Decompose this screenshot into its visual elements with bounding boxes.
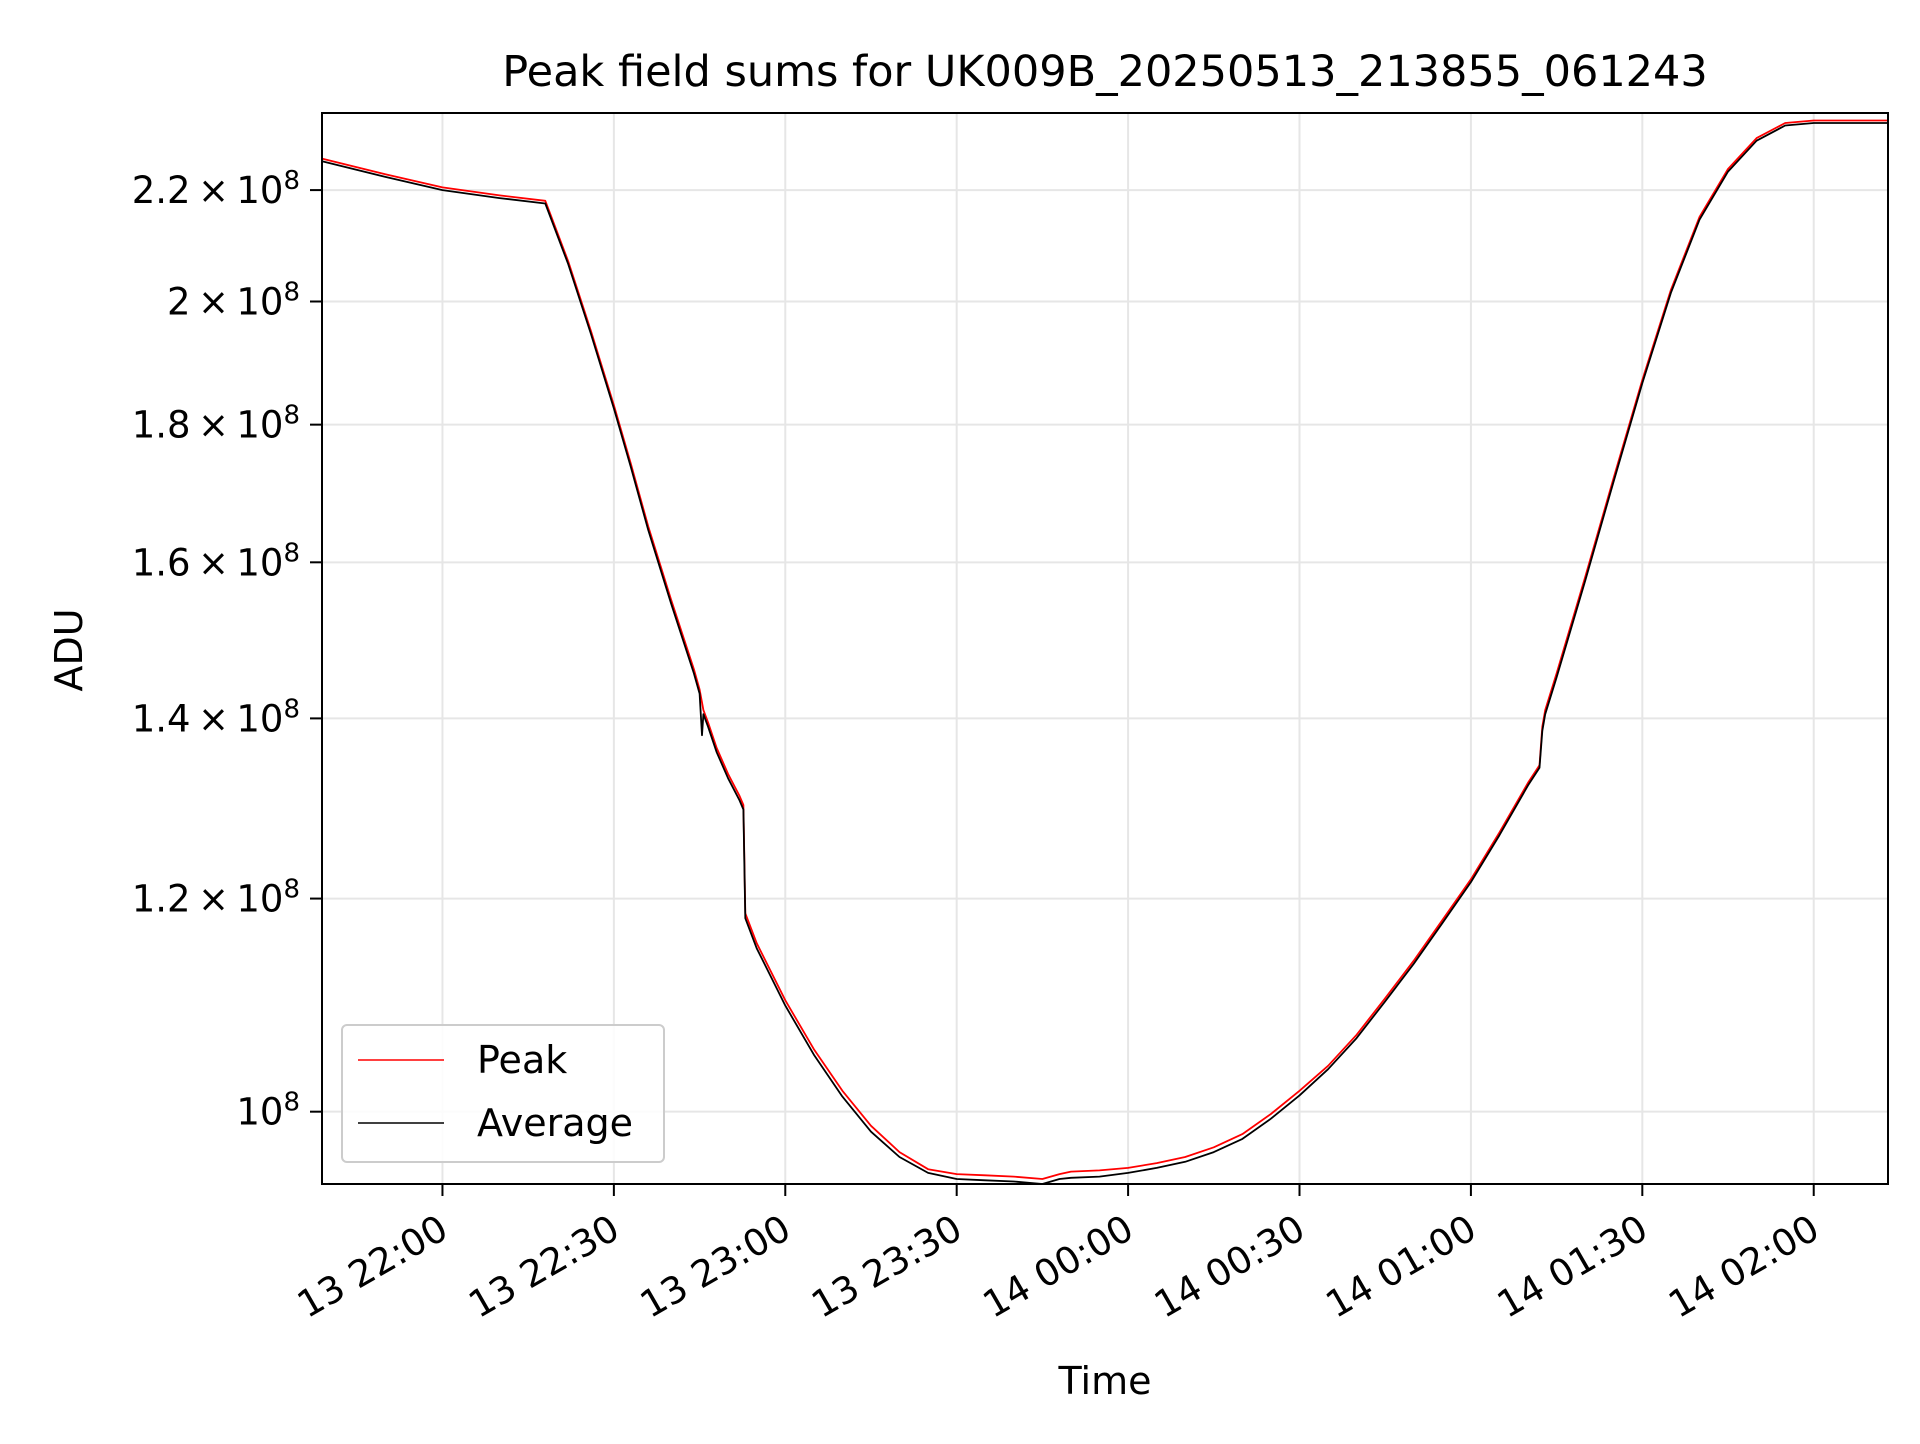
x-axis-label: Time (1058, 1359, 1152, 1403)
series-layer (321, 119, 1888, 1185)
y-tick-label: 2 × 108 (167, 277, 300, 323)
y-tick-label: 1.4 × 108 (132, 694, 300, 740)
grid-lines (322, 113, 1888, 1184)
y-tick-label: 1.2 × 108 (132, 875, 300, 921)
y-tick-label: 1.8 × 108 (132, 401, 300, 447)
series-line-peak (321, 119, 1888, 1180)
legend-label-peak: Peak (477, 1038, 567, 1082)
y-tick-label: 2.2 × 108 (132, 166, 300, 212)
series-line-average (321, 122, 1888, 1185)
legend: Peak Average (341, 1024, 665, 1163)
legend-label-average: Average (477, 1101, 633, 1145)
y-tick-label: 1.6 × 108 (132, 538, 300, 584)
chart-title: Peak field sums for UK009B_20250513_2138… (502, 47, 1708, 97)
y-axis: 108 1.2 × 108 1.4 × 108 1.6 × 108 1.8 × 108 2… (132, 166, 322, 1134)
y-axis-label: ADU (47, 608, 91, 691)
plot-frame (321, 112, 1889, 1185)
y-tick-label: 108 (236, 1088, 300, 1134)
